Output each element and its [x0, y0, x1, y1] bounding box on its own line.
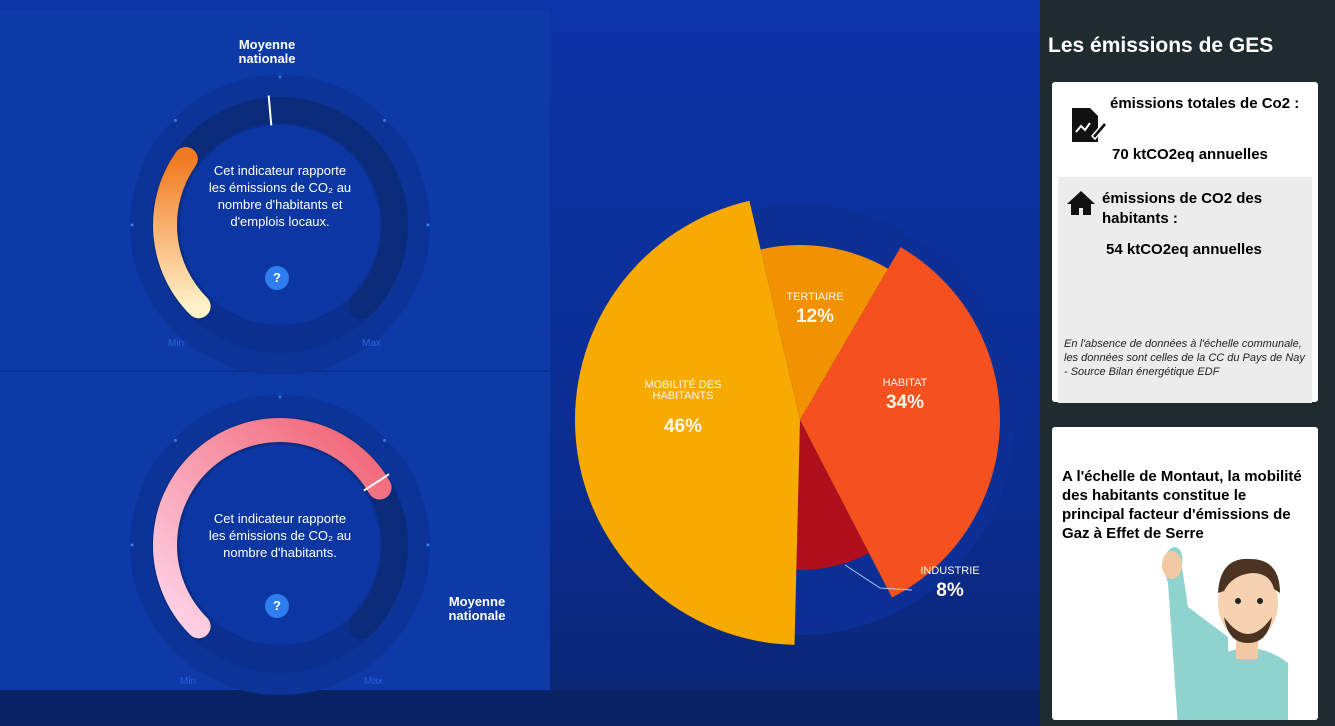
source-note: En l'absence de données à l'échelle comm…	[1064, 338, 1305, 378]
gauge-max: Max	[362, 338, 381, 349]
gauge-dot	[426, 223, 430, 227]
footer-strip	[0, 690, 1040, 726]
side-panel: Les émissions de GES émissions totales d…	[1040, 0, 1335, 726]
gauge-dot	[426, 543, 430, 547]
pie-slice	[760, 245, 889, 420]
slice-label: HABITAT	[882, 377, 928, 389]
gauge-max: Max	[364, 676, 383, 687]
gauge-dot	[130, 223, 134, 227]
leader-line	[844, 564, 913, 591]
slice-label: INDUSTRIE	[920, 565, 980, 577]
pie-slice	[574, 200, 800, 645]
help-button[interactable]: ?	[265, 266, 289, 290]
residents-value: 54 ktCO2eq annuelles	[1106, 241, 1262, 258]
average-marker	[267, 95, 273, 126]
character-illustration	[1162, 547, 1288, 720]
total-label: émissions totales de Co2 :	[1110, 95, 1300, 112]
gauge-dot	[383, 438, 387, 442]
slice-label: TERTIAIRE	[786, 291, 844, 303]
gauge-description: Cet indicateur rapporte les émissions de…	[208, 163, 352, 229]
gauge-min: Min	[180, 676, 197, 687]
gauge-fill	[153, 418, 392, 639]
residents-label: émissions de CO2 des habitants :	[1102, 190, 1263, 227]
card: A l'échelle de Montaut, la mobilité des …	[1052, 427, 1318, 720]
pie-slice	[796, 420, 870, 570]
gauge-dot	[173, 438, 177, 442]
gauge-dot	[173, 118, 177, 122]
slice-value: 12%	[795, 306, 835, 327]
slice-value: 46%	[663, 416, 703, 437]
gauge-dot	[383, 118, 387, 122]
gauge-fill	[153, 147, 211, 319]
total-value: 70 ktCO2eq annuelles	[1112, 146, 1268, 163]
gauge-average-label: Moyenne nationale	[238, 37, 296, 66]
gauge-dot	[278, 395, 282, 399]
gauge-dot	[278, 75, 282, 79]
pie-slice	[800, 247, 1000, 598]
residents-box: émissions de CO2 des habitants : 54 ktCO…	[1058, 177, 1312, 403]
card: émissions totales de Co2 : 70 ktCO2eq an…	[1052, 82, 1318, 403]
gauge-center	[180, 125, 380, 325]
help-button[interactable]: ?	[265, 594, 289, 618]
message: A l'échelle de Montaut, la mobilité des …	[1062, 468, 1302, 542]
document-icon	[1072, 108, 1108, 142]
average-marker	[363, 473, 390, 492]
chart	[130, 75, 1015, 695]
gauge-dot	[130, 543, 134, 547]
house-icon	[1067, 191, 1095, 215]
slice-value: 34%	[885, 392, 925, 413]
panel-title: Les émissions de GES	[1048, 34, 1274, 57]
gauge-min: Min	[168, 338, 185, 349]
gauge-average-label: Moyenne nationale	[448, 594, 506, 623]
slice-value: 8%	[936, 580, 964, 601]
slice-label: MOBILITÉ DES HABITANTS	[644, 379, 722, 402]
gauge-description: Cet indicateur rapporte les émissions de…	[208, 511, 352, 560]
gauge-center	[180, 445, 380, 645]
